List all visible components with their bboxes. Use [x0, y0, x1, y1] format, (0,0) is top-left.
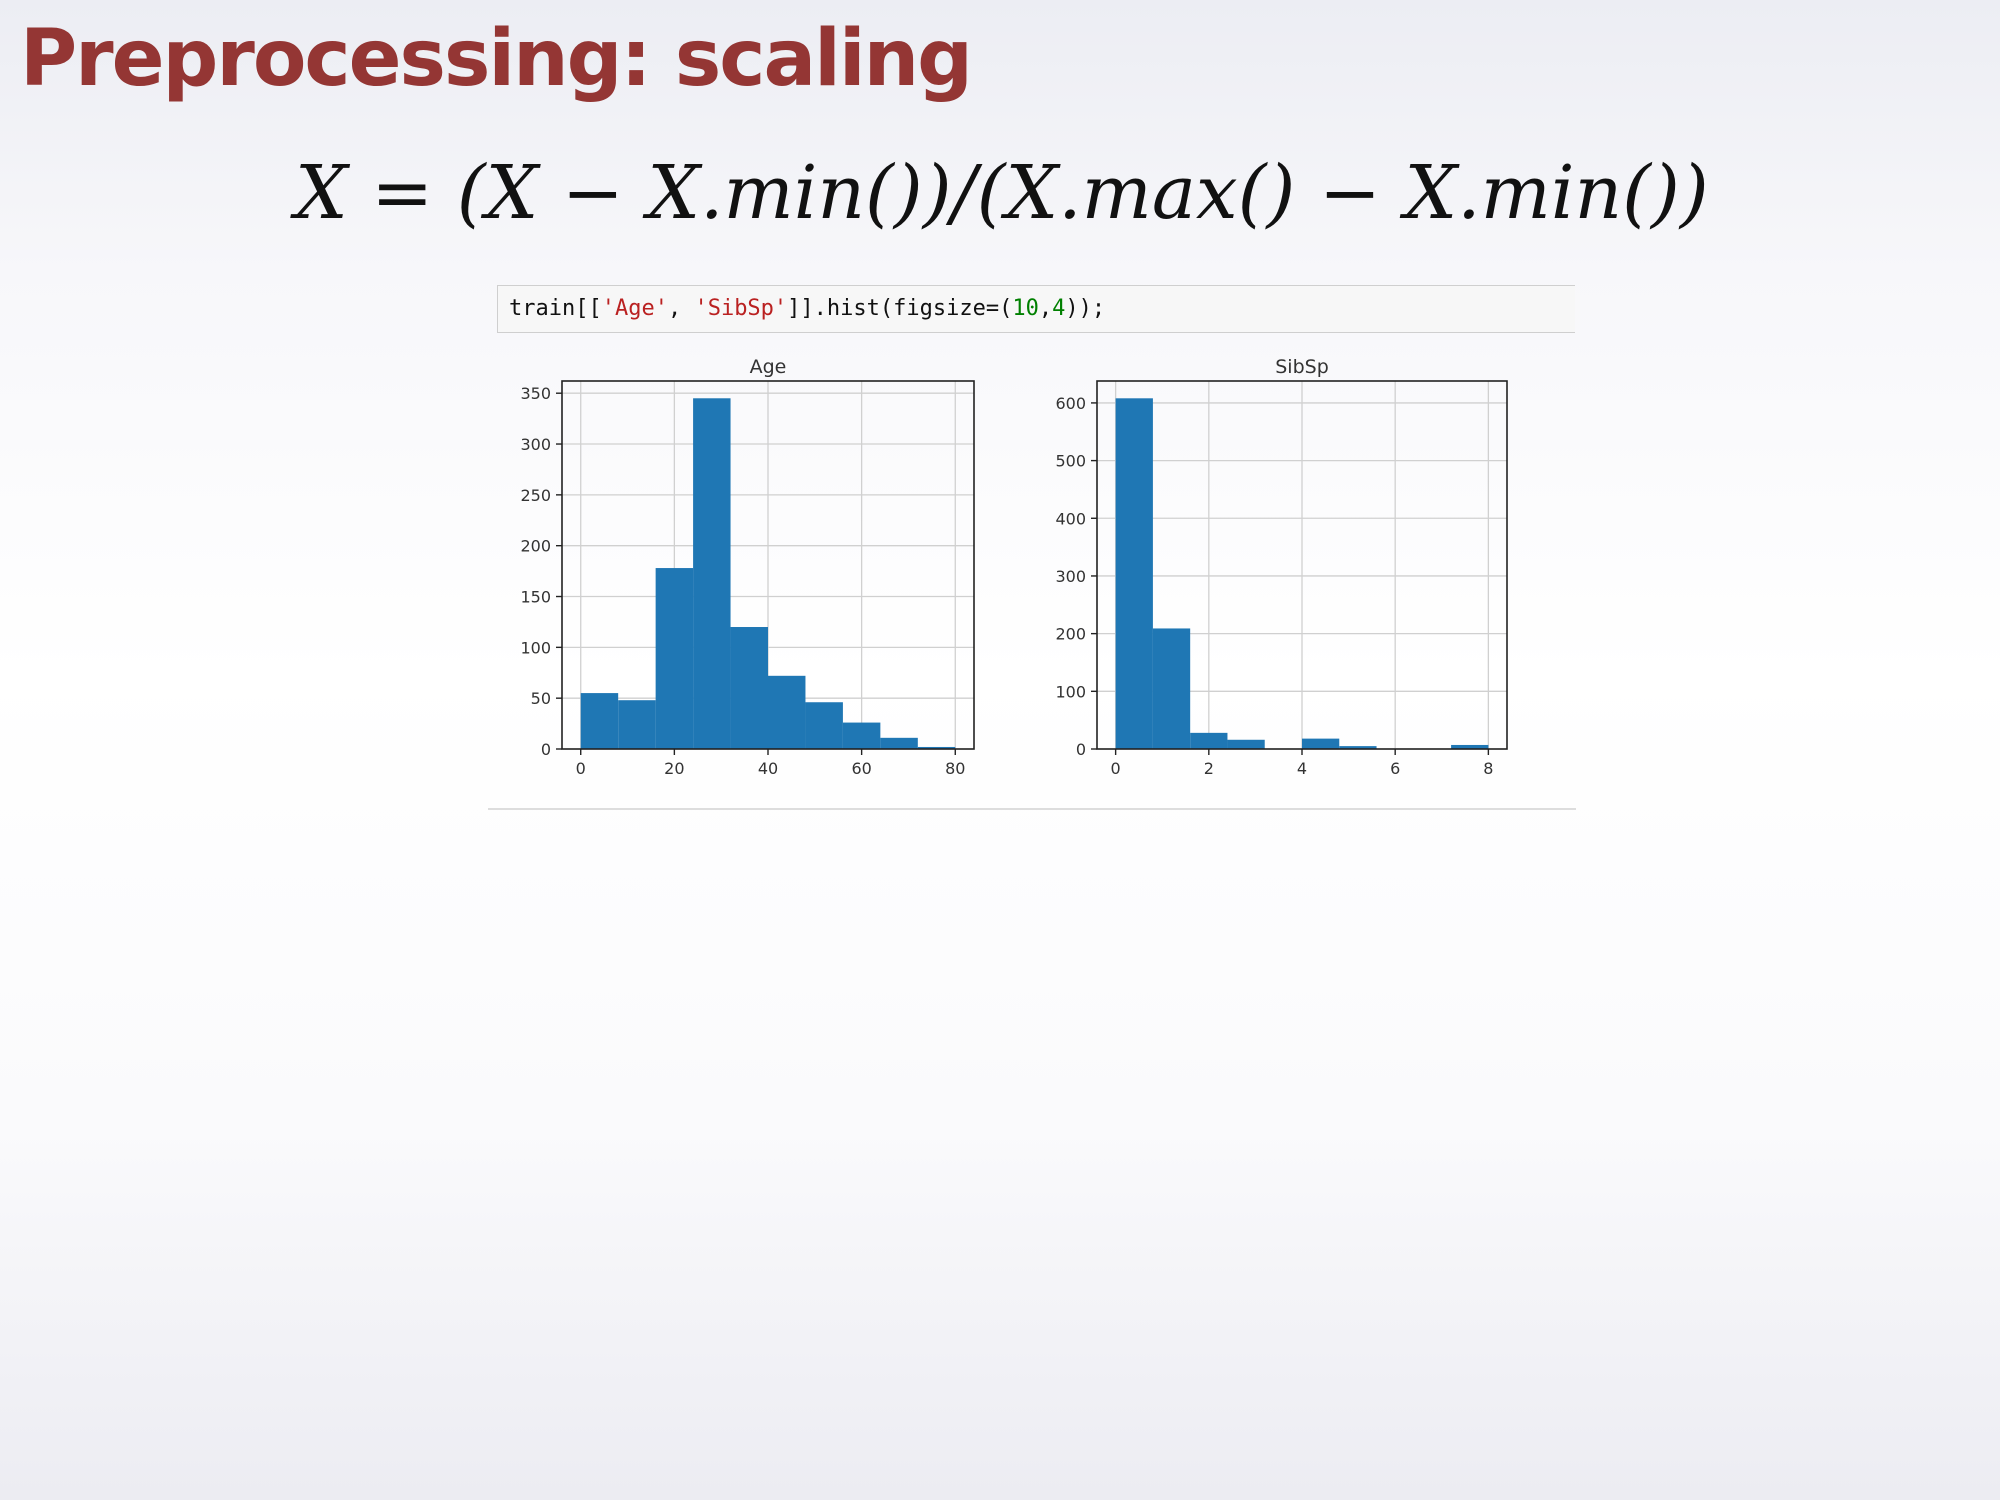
x-tick-label: 4: [1297, 759, 1307, 778]
code-cell[interactable]: train[['Age', 'SibSp']].hist(figsize=(10…: [497, 285, 1575, 333]
x-tick-label: 0: [1111, 759, 1121, 778]
x-tick-label: 2: [1204, 759, 1214, 778]
y-tick-label: 50: [531, 689, 551, 708]
slide-title: Preprocessing: scaling: [20, 14, 973, 104]
output-divider: [488, 808, 1576, 810]
code-token: ]].hist(figsize=(: [787, 296, 1013, 321]
chart-title: Age: [750, 356, 787, 378]
histogram-bar: [880, 737, 918, 749]
histogram-bar: [768, 675, 806, 749]
x-tick-label: 6: [1390, 759, 1400, 778]
histogram-bar: [1339, 746, 1377, 749]
histogram-bar: [693, 398, 731, 749]
code-token: ));: [1065, 296, 1106, 321]
y-tick-label: 100: [520, 638, 551, 657]
histogram-bar: [1451, 744, 1489, 749]
histogram-bar: [580, 693, 619, 749]
x-tick-label: 8: [1483, 759, 1493, 778]
histogram-bar: [618, 700, 656, 749]
y-tick-label: 150: [520, 588, 551, 607]
y-tick-label: 500: [1055, 452, 1086, 471]
x-tick-label: 80: [945, 759, 965, 778]
y-tick-label: 600: [1055, 394, 1086, 413]
x-tick-label: 20: [664, 759, 684, 778]
histogram-bar: [1152, 628, 1191, 749]
y-tick-label: 300: [520, 435, 551, 454]
code-token: ,: [667, 296, 695, 321]
histogram-bar: [1227, 739, 1265, 749]
code-token: 10: [1012, 296, 1039, 321]
histogram-bar: [917, 746, 956, 749]
chart-title: SibSp: [1275, 356, 1329, 378]
scaling-formula: X = (X − X.min())/(X.max() − X.min()): [295, 150, 1709, 236]
y-tick-label: 350: [520, 384, 551, 403]
y-tick-label: 200: [520, 537, 551, 556]
y-tick-label: 0: [541, 740, 551, 759]
x-tick-label: 40: [758, 759, 778, 778]
histogram-sibsp: 0 2 4 6 8 0 100 200 300 400 500 600 SibSp: [1055, 356, 1508, 778]
histogram-bar: [1302, 738, 1340, 749]
x-tick-label: 0: [576, 759, 586, 778]
histogram-bar: [1190, 732, 1228, 749]
x-tick-label: 60: [851, 759, 871, 778]
y-tick-label: 250: [520, 486, 551, 505]
code-token: train[[: [509, 296, 602, 321]
code-token: ,: [1038, 296, 1053, 321]
histogram-age: 0 20 40 60 80 0 50 100 150 200 250 300 350 Age: [520, 356, 975, 778]
histogram-bar: [805, 702, 843, 749]
code-token: 'SibSp': [694, 296, 788, 321]
y-tick-label: 300: [1055, 567, 1086, 586]
histogram-bar: [842, 722, 881, 749]
y-tick-label: 200: [1055, 625, 1086, 644]
code-token: 'Age': [601, 296, 668, 321]
y-tick-label: 100: [1055, 682, 1086, 701]
histogram-bar: [1115, 398, 1153, 749]
code-token: 4: [1052, 296, 1066, 321]
histogram-bar: [730, 627, 768, 749]
y-tick-label: 0: [1076, 740, 1086, 759]
histogram-bar: [655, 568, 694, 749]
y-tick-label: 400: [1055, 509, 1086, 528]
